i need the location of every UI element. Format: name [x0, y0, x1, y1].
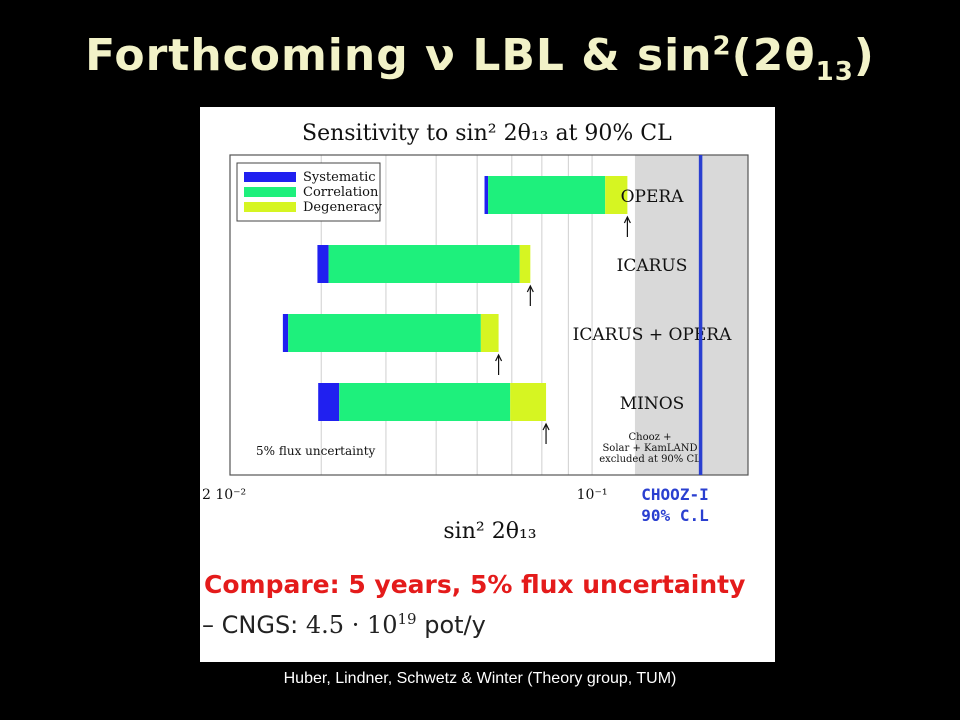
label-minos: MINOS	[620, 394, 685, 414]
footer-credit: Huber, Lindner, Schwetz & Winter (Theory…	[283, 670, 677, 687]
excluded-label-line: excluded at 90% CL	[599, 454, 701, 465]
chooz-label-line: 90% C.L	[641, 506, 708, 525]
legend-swatch-correlation	[244, 187, 296, 197]
legend-swatch-degeneracy	[244, 202, 296, 212]
bar-icarus-degeneracy	[519, 245, 531, 283]
compare-annotation: Compare: 5 years, 5% flux uncertainty	[204, 570, 746, 599]
bar-opera-degeneracy	[605, 176, 628, 214]
flux-note: 5% flux uncertainty	[256, 444, 376, 458]
arrow-head-minos	[542, 422, 550, 431]
bar-minos-correlation	[339, 383, 511, 421]
slide-title: Forthcoming ν LBL & sin2(2θ13)	[85, 30, 875, 87]
legend-swatch-systematic	[244, 172, 296, 182]
label-opera: OPERA	[621, 187, 685, 207]
legend-label-systematic: Systematic	[303, 170, 376, 185]
legend-label-correlation: Correlation	[303, 185, 379, 200]
x-axis-label: sin² 2θ₁₃	[443, 519, 536, 544]
chart-title: Sensitivity to sin² 2θ₁₃ at 90% CL	[302, 121, 672, 146]
sensitivity-chart: Sensitivity to sin² 2θ₁₃ at 90% CL System…	[202, 121, 749, 544]
bar-opera-correlation	[488, 176, 606, 214]
excluded-label-line: Solar + KamLAND	[602, 443, 697, 454]
arrow-head-icarus-opera	[495, 353, 503, 362]
cngs-annotation: – CNGS: 4.5 · 1019 pot/y	[202, 610, 486, 639]
bar-minos-systematic	[318, 383, 340, 421]
bar-icarus-correlation	[328, 245, 520, 283]
arrow-head-opera	[623, 215, 631, 224]
x-tick-label: 2 10⁻²	[202, 487, 246, 503]
excluded-region	[634, 155, 748, 475]
bar-icarus-opera-correlation	[288, 314, 481, 352]
arrow-head-icarus	[526, 284, 534, 293]
bar-opera-systematic	[484, 176, 489, 214]
legend-label-degeneracy: Degeneracy	[303, 200, 382, 215]
bar-icarus-opera-degeneracy	[480, 314, 499, 352]
x-tick-label: 10⁻¹	[577, 487, 608, 503]
excluded-label-line: Chooz +	[629, 432, 672, 443]
bar-minos-degeneracy	[510, 383, 547, 421]
bar-icarus-systematic	[317, 245, 329, 283]
label-icarus: ICARUS	[617, 256, 688, 276]
plot-frame	[229, 154, 749, 476]
bar-icarus-opera-systematic	[282, 314, 289, 352]
label-icarus-opera: ICARUS + OPERA	[573, 325, 732, 345]
figure-panel: Sensitivity to sin² 2θ₁₃ at 90% CL System…	[200, 107, 775, 662]
chooz-label-line: CHOOZ-I	[641, 485, 708, 504]
